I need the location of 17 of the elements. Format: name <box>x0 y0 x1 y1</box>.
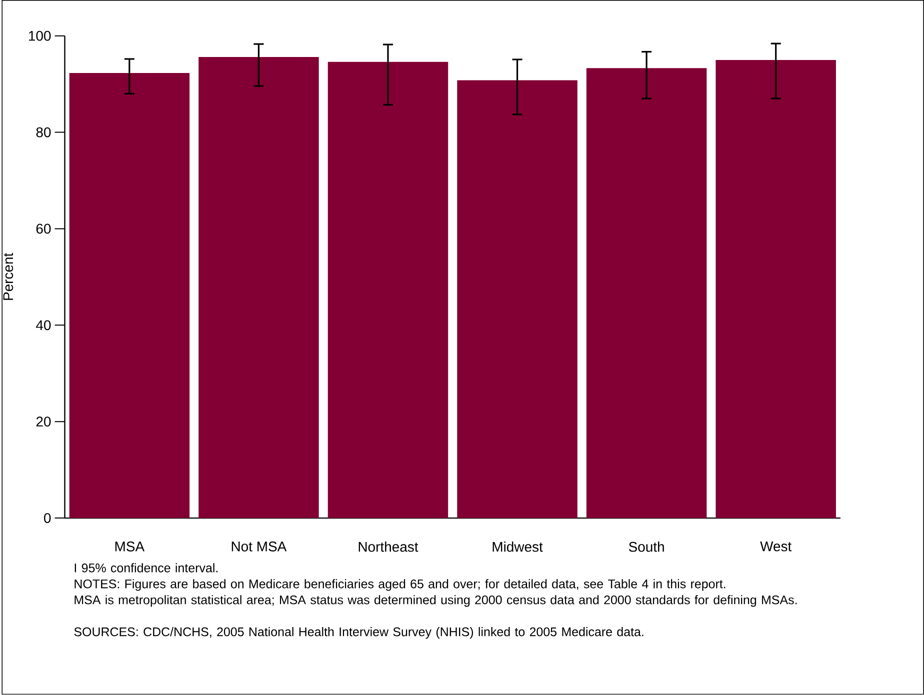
x-tick-label: Midwest <box>492 542 543 552</box>
text: MSA is metropolitan statistical area; MSA status was determined using 2000 census data and 2000 standards for defining MSAs. <box>74 595 797 607</box>
x-tick-label: Not MSA <box>232 542 287 552</box>
y-axis-title: Percent <box>3 253 14 300</box>
y-tick-label: 20 <box>36 416 51 427</box>
x-tick-label: MSA <box>115 542 145 552</box>
x-tick-label: South <box>628 542 664 552</box>
y-tick-label: 100 <box>28 31 51 41</box>
y-tick-label: 0 <box>44 513 51 524</box>
y-tick-label: 40 <box>36 320 51 330</box>
x-tick-label: West <box>760 542 792 552</box>
x-tick-label: Northeast <box>358 542 418 552</box>
y-tick-label: 60 <box>36 224 51 234</box>
y-tick-label: 80 <box>36 127 51 138</box>
text: NOTES: Figures are based on Medicare beneficiaries aged 65 and over; for detailed data, see Table 4 in this report. <box>74 579 726 591</box>
source-note: SOURCES: CDC/NCHS, 2005 National Health Interview Survey (NHIS) linked to 2005 Medicare data. <box>74 627 644 639</box>
text: I 95% confidence interval. <box>74 563 218 573</box>
